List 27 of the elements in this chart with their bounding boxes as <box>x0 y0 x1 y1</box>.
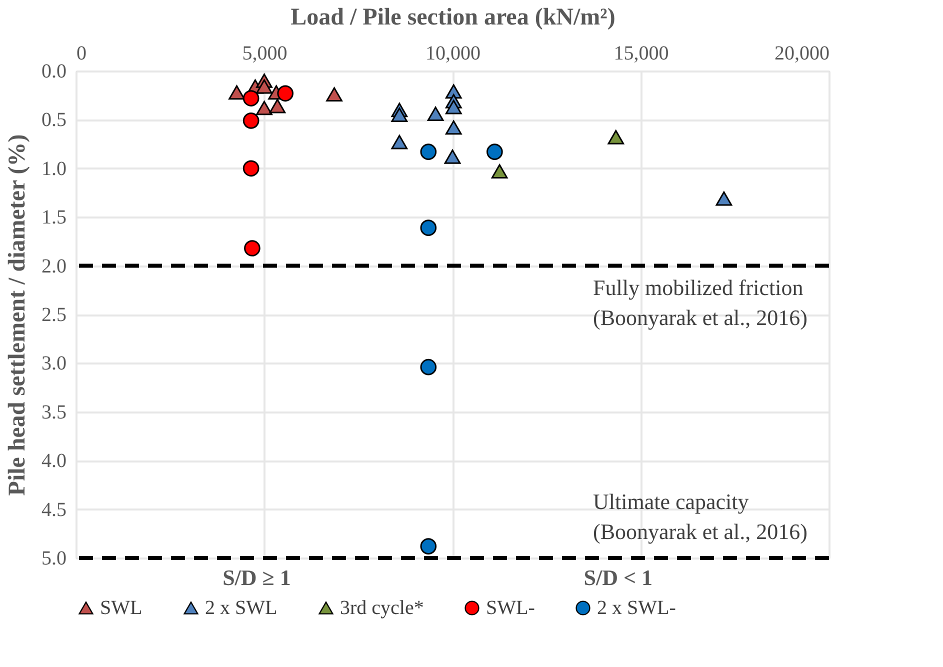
y-tick-label: 3.5 <box>42 401 66 424</box>
x-tick-label: 20,000 <box>774 42 830 64</box>
y-tick-label: 0.5 <box>42 109 66 132</box>
y-tick-label: 1.5 <box>42 206 66 229</box>
y-tick-label: 0.0 <box>42 60 66 82</box>
y-axis-title: Pile head settlement / diameter (%) <box>4 134 30 496</box>
x-tick-label: 5,000 <box>242 42 288 64</box>
x-tick-label: 15,000 <box>614 42 669 64</box>
y-tick-label: 1.0 <box>42 158 66 180</box>
ref-line-label: Fully mobilized friction (Boonyarak et al., 2016) <box>593 274 808 330</box>
text: S/D < 1 <box>584 565 653 590</box>
ref-line-label: Ultimate capacity (Boonyarak et al., 2016) <box>593 489 808 544</box>
y-tick-label: 5.0 <box>42 548 66 570</box>
legend-label: SWL <box>100 597 142 619</box>
y-tick-label: 2.0 <box>42 255 66 278</box>
y-tick-label: 4.5 <box>42 498 66 521</box>
text: S/D ≥ 1 <box>222 565 291 590</box>
legend-label: 2 x SWL <box>205 597 278 619</box>
x-axis-title: Load / Pile section area (kN/m²) <box>290 4 616 30</box>
y-tick-label: 3.0 <box>42 352 66 375</box>
legend-label: 3rd cycle* <box>340 597 424 619</box>
x-tick-label: 0 <box>76 42 86 64</box>
x-tick-label: 10,000 <box>426 42 480 64</box>
legend-label: 2 x SWL- <box>597 597 676 619</box>
legend-label: SWL- <box>486 597 535 619</box>
y-tick-label: 2.5 <box>42 304 66 326</box>
y-tick-label: 4.0 <box>42 450 66 472</box>
